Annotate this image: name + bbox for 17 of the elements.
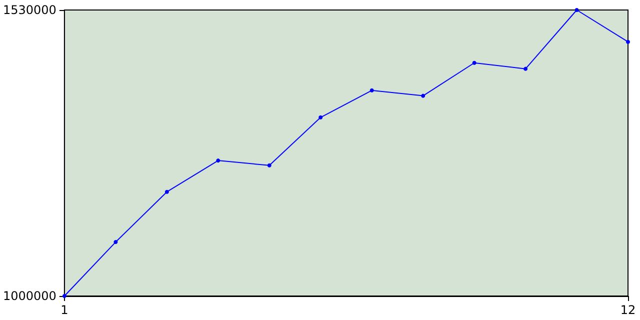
point [472, 60, 476, 65]
point [574, 8, 579, 12]
x-tick-label: 12 [620, 303, 636, 317]
point [267, 163, 272, 168]
point [216, 158, 220, 163]
line-series [62, 8, 630, 298]
point [421, 94, 426, 98]
y-tick-label: 1530000 [2, 3, 56, 17]
point [164, 190, 169, 194]
point [318, 115, 323, 120]
point [114, 240, 118, 244]
x-tick-label: 1 [60, 303, 68, 317]
point [62, 294, 66, 298]
y-tick-label: 1000000 [2, 289, 56, 303]
point [626, 40, 630, 44]
point [524, 66, 528, 71]
point [370, 88, 374, 92]
